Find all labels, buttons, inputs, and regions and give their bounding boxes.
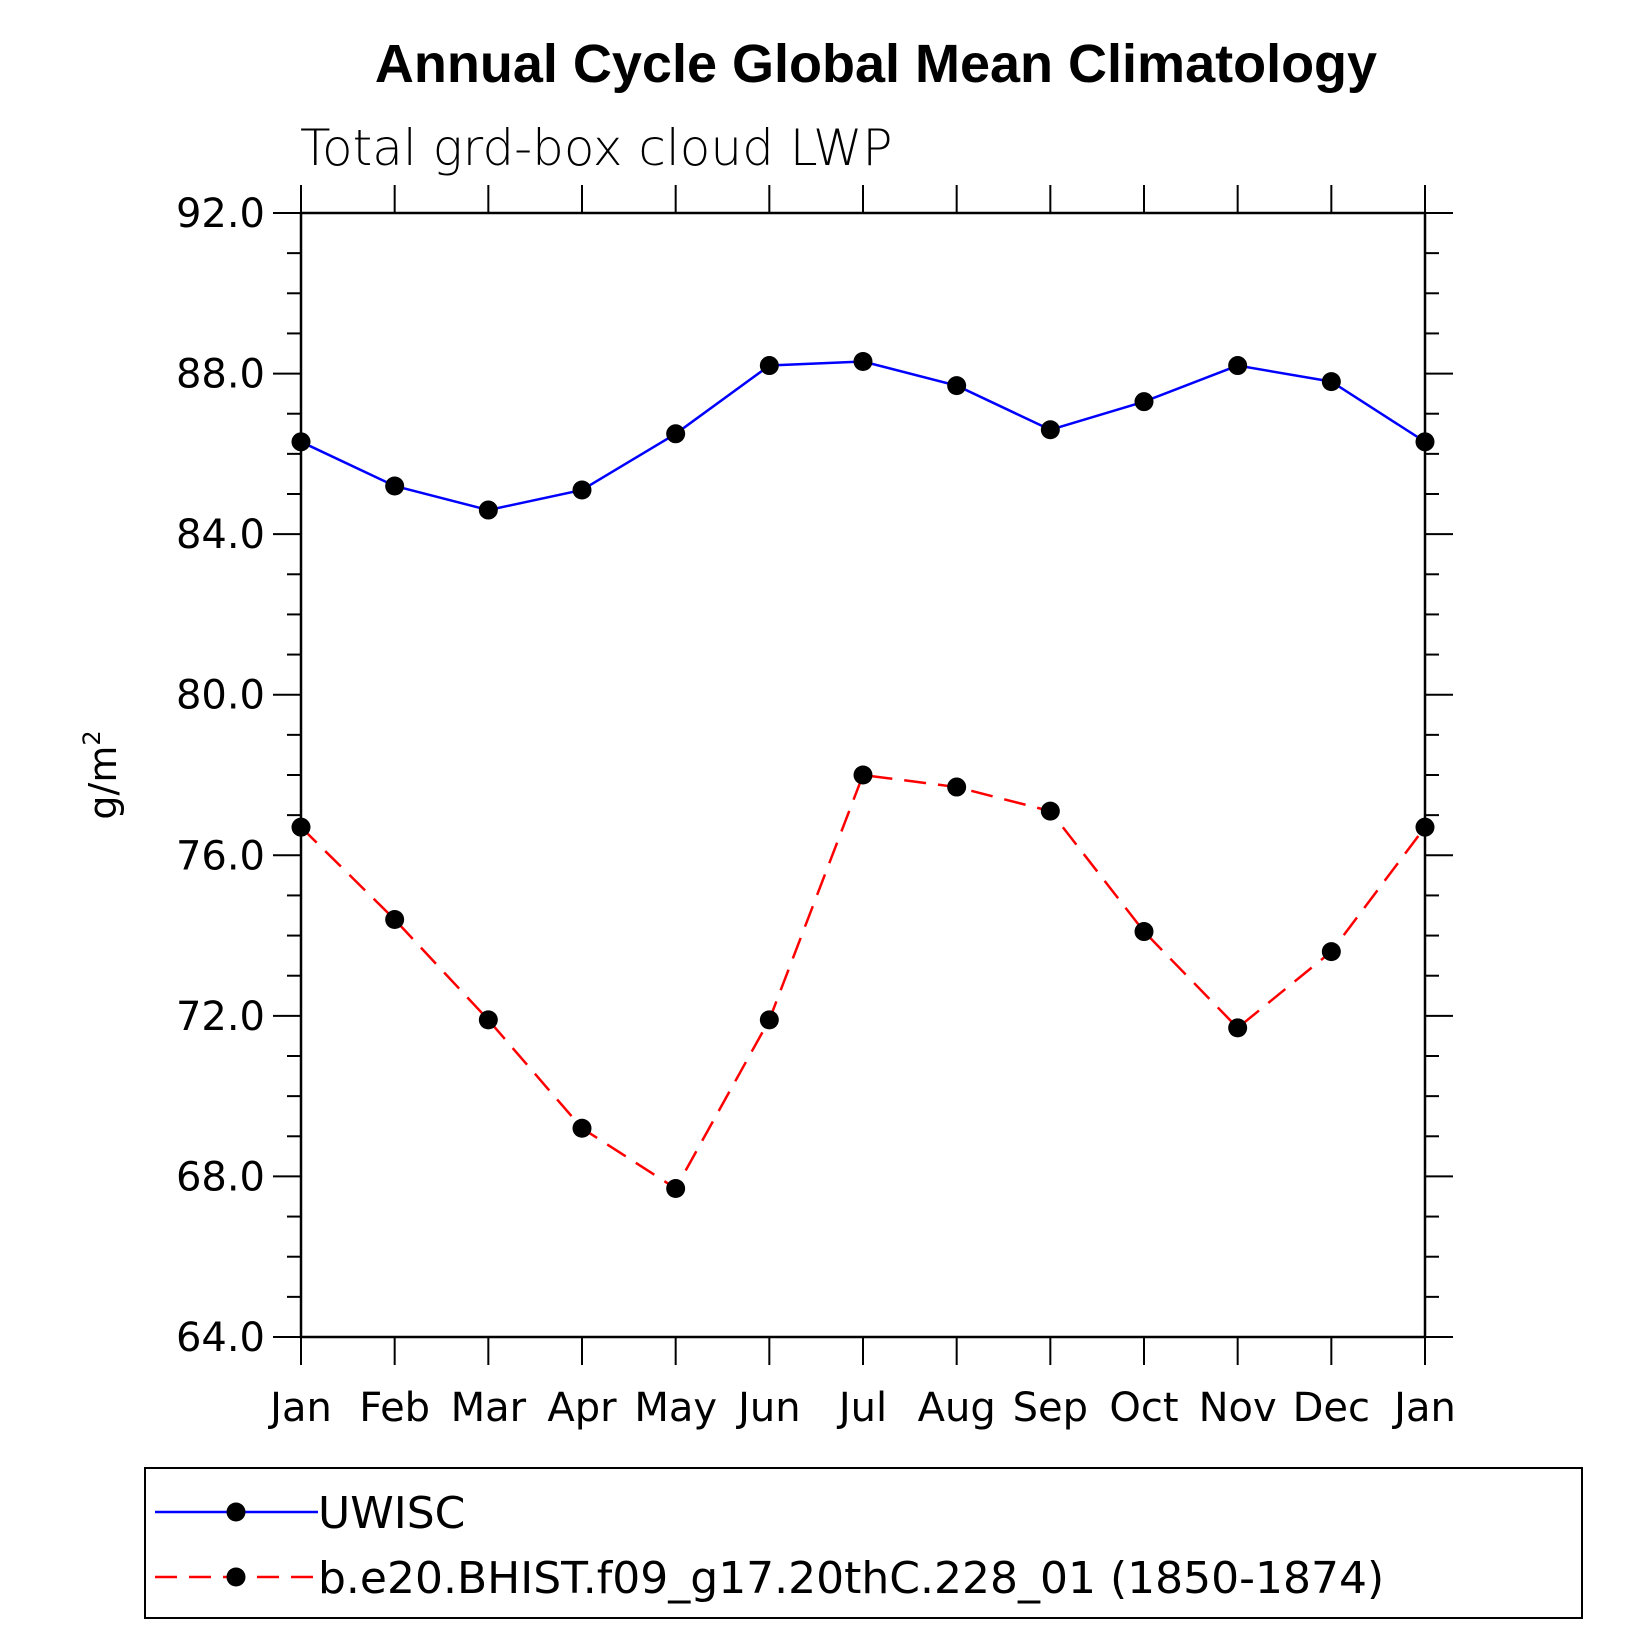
data-point (666, 424, 686, 444)
data-point (1228, 356, 1248, 376)
data-point (853, 765, 873, 785)
data-point (947, 376, 967, 396)
x-tick-label: May (634, 1385, 717, 1431)
data-point (572, 480, 592, 500)
data-point (666, 1178, 686, 1198)
legend-marker (226, 1567, 246, 1587)
x-tick-label: Jan (267, 1385, 332, 1431)
data-point (572, 1118, 592, 1138)
data-point (1321, 372, 1341, 392)
data-point (1134, 922, 1154, 942)
x-tick-label: Apr (547, 1385, 617, 1431)
data-point (1228, 1018, 1248, 1038)
data-point (1415, 432, 1435, 452)
data-point (759, 356, 779, 376)
chart-subtitle: Total grd-box cloud LWP (300, 119, 893, 177)
series-line-2 (300, 773, 1426, 1191)
legend-marker (226, 1502, 246, 1522)
data-point (1134, 392, 1154, 412)
x-tick-label: Jul (836, 1385, 887, 1431)
x-tick-label: Feb (359, 1385, 430, 1431)
data-point (1415, 817, 1435, 837)
x-tick-label: Oct (1109, 1385, 1178, 1431)
legend-box (144, 1467, 1583, 1619)
y-tick-label: 88.0 (176, 352, 265, 398)
y-tick-label: 92.0 (176, 191, 265, 237)
data-point (947, 777, 967, 797)
data-point (478, 500, 498, 520)
series-line-1 (300, 360, 1426, 512)
y-tick-label: 84.0 (176, 512, 265, 558)
x-tick-label: Jan (1391, 1385, 1456, 1431)
y-tick-label: 72.0 (176, 994, 265, 1040)
x-tick-label: Jun (735, 1385, 801, 1431)
data-point (291, 432, 311, 452)
data-point (1040, 420, 1060, 440)
data-point (853, 352, 873, 372)
x-tick-label: Mar (451, 1385, 527, 1431)
data-point (759, 1010, 779, 1030)
x-tick-label: Aug (918, 1385, 996, 1431)
data-point (385, 910, 405, 930)
data-point (1321, 942, 1341, 962)
y-axis-label: g/m2 (78, 730, 125, 819)
chart-title: Annual Cycle Global Mean Climatology (375, 34, 1377, 94)
data-point (478, 1010, 498, 1030)
data-point (291, 817, 311, 837)
x-tick-label: Dec (1293, 1385, 1370, 1431)
legend-label: UWISC (318, 1488, 465, 1539)
y-tick-label: 68.0 (176, 1154, 265, 1200)
data-point (1040, 801, 1060, 821)
data-point (385, 476, 405, 496)
y-tick-label: 76.0 (176, 833, 265, 879)
x-tick-label: Nov (1199, 1385, 1277, 1431)
legend: UWISC b.e20.BHIST.f09_g17.20thC.228_01 (1… (144, 1467, 1583, 1619)
y-tick-label: 80.0 (176, 673, 265, 719)
series-layer (291, 352, 1435, 1198)
legend-label: b.e20.BHIST.f09_g17.20thC.228_01 (1850-1… (318, 1553, 1384, 1604)
axes: 64.0 68.0 72.0 76.0 80.0 84.0 88.0 92.0 Jan Feb Ma… (78, 185, 1456, 1431)
y-tick-label: 64.0 (176, 1315, 265, 1361)
x-tick-label: Sep (1013, 1385, 1088, 1431)
